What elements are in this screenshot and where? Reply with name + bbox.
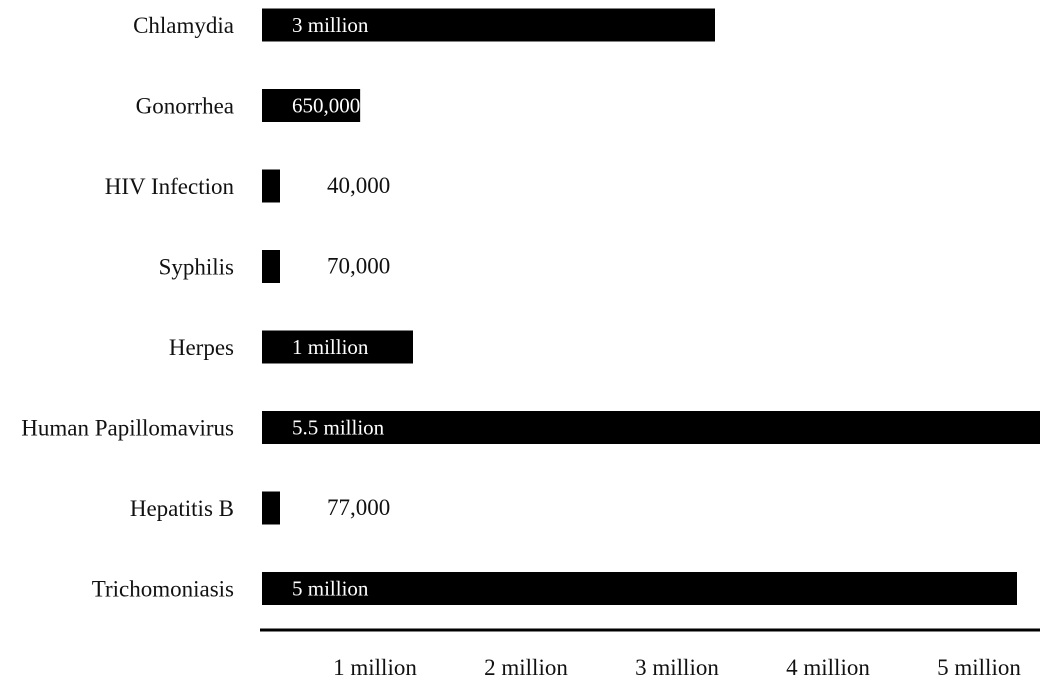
bars-layer: Chlamydia 3 million Gonorrhea 650,000 HIV In… (21, 8, 1040, 605)
value-label-herpes: 1 million (292, 335, 369, 359)
bar-gonorrhea (262, 89, 361, 122)
bar-hiv-infection (262, 169, 280, 203)
x-tick-label: 1 million (333, 655, 417, 680)
value-label-hepatitis-b: 77,000 (327, 495, 390, 520)
value-label-gonorrhea: 650,000 (292, 94, 360, 118)
x-tick-label: 3 million (635, 655, 719, 680)
bar-hepatitis-b (262, 491, 280, 525)
category-label-syphilis: Syphilis (159, 255, 234, 280)
x-tick-label: 5 million (937, 655, 1021, 680)
value-label-human-papillomavirus: 5.5 million (292, 416, 385, 440)
value-label-trichomoniasis: 5 million (292, 577, 369, 601)
bar-trichomoniasis (262, 572, 1017, 605)
x-tick-label: 4 million (786, 655, 870, 680)
bar-syphilis (262, 250, 280, 283)
category-label-trichomoniasis: Trichomoniasis (92, 577, 234, 602)
category-label-human-papillomavirus: Human Papillomavirus (21, 416, 234, 441)
bar-herpes (262, 330, 413, 364)
category-label-hiv-infection: HIV Infection (105, 174, 235, 199)
category-label-chlamydia: Chlamydia (133, 13, 234, 38)
value-label-hiv-infection: 40,000 (327, 173, 390, 198)
category-label-hepatitis-b: Hepatitis B (130, 496, 234, 521)
category-label-herpes: Herpes (169, 335, 234, 360)
value-label-chlamydia: 3 million (292, 13, 369, 37)
bar-human-papillomavirus (262, 411, 1040, 444)
x-tick-label: 2 million (484, 655, 568, 680)
category-label-gonorrhea: Gonorrhea (136, 94, 234, 119)
x-axis-ticks: 1 million 2 million 3 million 4 million 5 mi… (333, 655, 1021, 680)
value-label-syphilis: 70,000 (327, 254, 390, 279)
bar-chlamydia (262, 8, 715, 42)
